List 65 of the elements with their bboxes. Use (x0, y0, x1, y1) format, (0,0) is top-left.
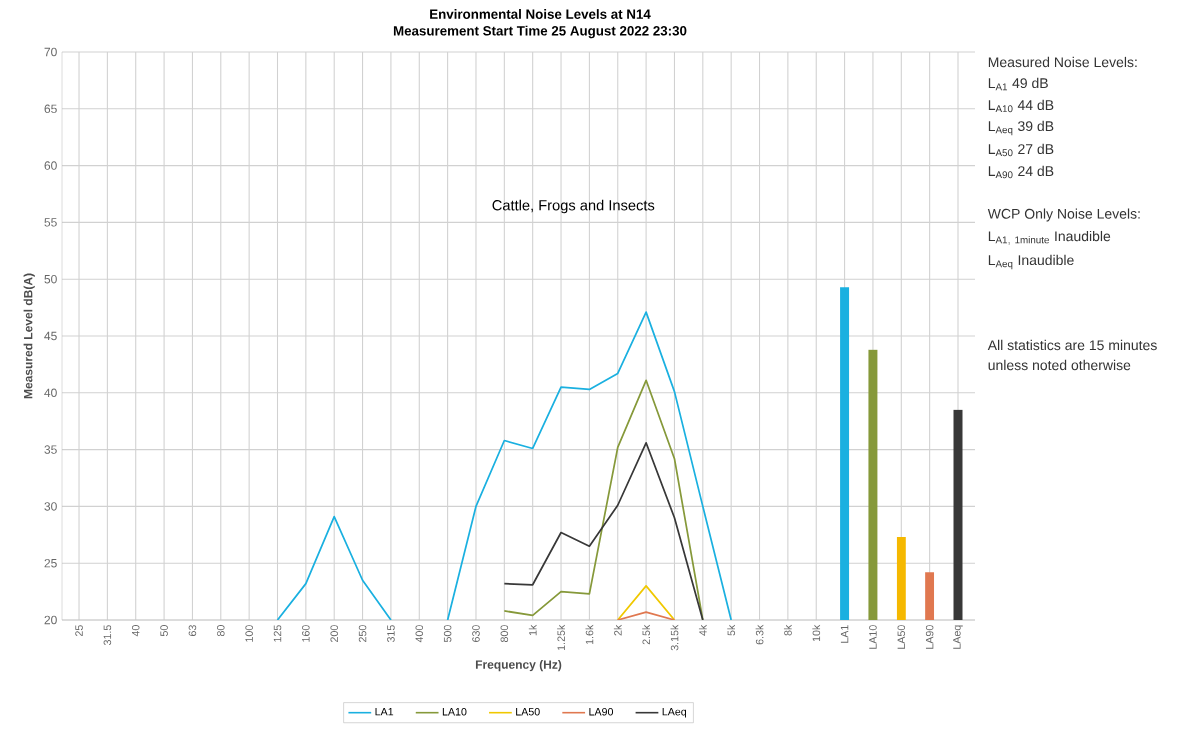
x-tick-label: 1.25k (557, 624, 565, 650)
text: All statistics are 15 minutes (987, 339, 1157, 351)
x-tick-label: LAeq (953, 625, 963, 649)
legend-label: LAeq (662, 708, 687, 718)
x-tick-label: 100 (245, 625, 253, 642)
legend-label: LA1 (375, 708, 394, 716)
text: Measured Noise Levels: (988, 56, 1137, 68)
text: WCP Only Noise Levels: (987, 208, 1140, 222)
x-tick-label: 400 (415, 625, 424, 643)
x-tick-label: LA10 (869, 625, 877, 649)
x-tick-label: 315 (387, 625, 395, 643)
text: unless noted otherwise (988, 359, 1131, 371)
x-tick-label: 3.15k (670, 624, 679, 651)
x-tick-label: 8k (783, 624, 792, 636)
x-tick-label: 250 (358, 625, 367, 642)
x-tick-label: 80 (217, 625, 225, 637)
legend-label: LA90 (589, 707, 614, 716)
y-tick-label: 25 (44, 558, 57, 568)
chart-subtitle: Measurement Start Time 25 August 2022 23:30 (393, 25, 687, 39)
y-tick-label: 35 (44, 445, 57, 454)
x-tick-label: 5k (727, 624, 736, 636)
y-tick-label: 60 (44, 161, 57, 170)
x-tick-label: 1k (528, 624, 537, 636)
y-tick-label: 30 (44, 502, 57, 511)
y-axis-title: Measured Level dB(A) (23, 273, 35, 399)
line-series (503, 441, 704, 620)
legend-label: LA10 (442, 707, 467, 716)
chart-title: Environmental Noise Levels at N14 (430, 9, 651, 19)
text: L$_{Aeq}$ Inaudible (988, 254, 1074, 270)
text: L$_{A50}$ 27 dB (988, 143, 1054, 157)
x-axis-title: Frequency (Hz) (475, 659, 562, 672)
x-tick-label: LA90 (925, 625, 934, 649)
y-tick-label: 55 (44, 218, 57, 227)
text: L$_{A1}$ 49 dB (988, 77, 1048, 91)
text: L$_{A90}$ 24 dB (988, 165, 1054, 179)
x-tick-label: 160 (302, 625, 310, 642)
x-tick-label: 125 (273, 625, 282, 642)
x-tick-label: 1.6k (585, 624, 594, 645)
x-tick-label: 630 (472, 625, 480, 642)
legend-label: LA50 (516, 707, 540, 716)
y-tick-label: 45 (44, 331, 57, 341)
y-tick-label: 70 (44, 47, 57, 57)
text: L$_{A10}$ 44 dB (988, 99, 1054, 113)
x-tick-label: 500 (443, 625, 452, 643)
x-tick-label: 63 (188, 625, 197, 637)
x-tick-label: 6.3k (755, 624, 764, 645)
x-tick-label: 2.5k (642, 624, 651, 645)
x-tick-label: 40 (131, 625, 140, 637)
x-tick-label: 800 (500, 625, 509, 643)
x-tick-label: 4k (698, 624, 707, 636)
x-tick-label: 10k (812, 624, 821, 642)
y-tick-label: 65 (44, 104, 57, 114)
y-tick-label: 50 (44, 274, 57, 284)
x-tick-label: 25 (75, 625, 83, 637)
y-tick-label: 40 (44, 388, 57, 398)
x-tick-label: 50 (160, 625, 168, 637)
x-tick-label: 200 (330, 625, 338, 642)
annotation: Cattle, Frogs and Insects (492, 199, 655, 214)
x-tick-label: 2k (613, 624, 622, 636)
text: L$_{Aeq}$ 39 dB (988, 120, 1054, 136)
text: $\mathrm{L_{A1,\ 1minute}\ Inaudible}$ (988, 230, 1111, 246)
x-tick-label: LA50 (897, 625, 906, 649)
x-tick-label: LA1 (840, 625, 849, 643)
x-tick-label: 31.5 (103, 625, 112, 646)
y-tick-label: 20 (44, 615, 57, 625)
